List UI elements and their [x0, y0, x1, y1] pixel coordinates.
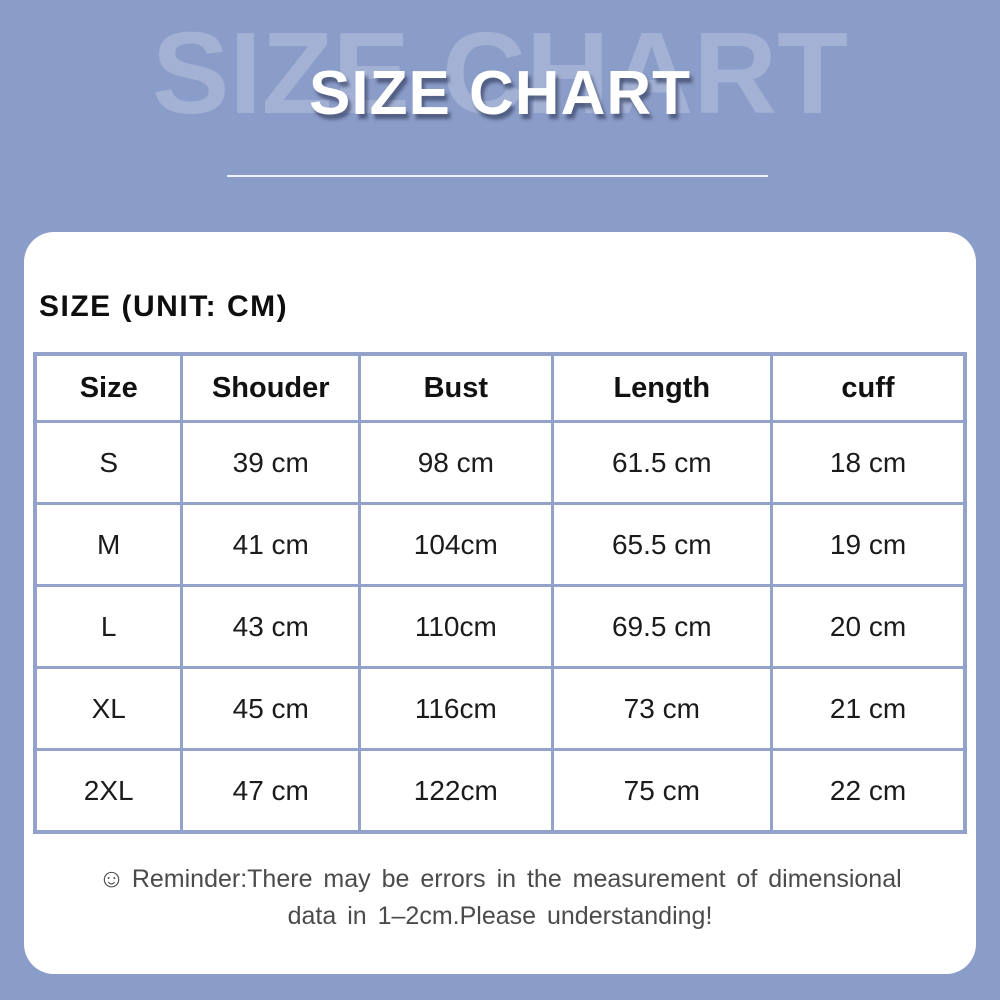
- table-cell: 69.5 cm: [550, 584, 774, 669]
- column-header-shoulder: Shouder: [180, 352, 362, 423]
- table-cell: 39 cm: [180, 420, 362, 505]
- column-header-length: Length: [550, 352, 774, 423]
- size-chart-card: SIZE (UNIT: CM) Size Shouder Bust Length…: [24, 232, 976, 974]
- table-row-2xl: 2XL 47 cm 122cm 75 cm 22 cm: [33, 748, 967, 834]
- table-cell: 41 cm: [180, 502, 362, 587]
- table-cell: 22 cm: [770, 748, 967, 834]
- watermark-text: SIZE CHART: [152, 8, 848, 138]
- table-cell: 116cm: [358, 666, 554, 751]
- table-cell: 20 cm: [770, 584, 967, 669]
- table-cell: 61.5 cm: [550, 420, 774, 505]
- table-cell: 98 cm: [358, 420, 554, 505]
- table-cell: 104cm: [358, 502, 554, 587]
- size-label-cell: L: [33, 584, 184, 669]
- table-cell: 65.5 cm: [550, 502, 774, 587]
- table-cell: 43 cm: [180, 584, 362, 669]
- table-cell: 110cm: [358, 584, 554, 669]
- size-table: Size Shouder Bust Length cuff S 39 cm 98…: [33, 352, 967, 834]
- smiley-icon: ☺: [98, 863, 125, 893]
- header-divider: [227, 175, 768, 177]
- table-header-row: Size Shouder Bust Length cuff: [33, 352, 967, 423]
- reminder-line-2: data in 1–2cm.Please understanding!: [287, 902, 713, 930]
- table-cell: 75 cm: [550, 748, 774, 834]
- table-cell: 122cm: [358, 748, 554, 834]
- size-label-cell: XL: [33, 666, 184, 751]
- page-title: SIZE CHART: [309, 59, 691, 128]
- table-cell: 19 cm: [770, 502, 967, 587]
- size-label-cell: M: [33, 502, 184, 587]
- table-cell: 45 cm: [180, 666, 362, 751]
- table-row-l: L 43 cm 110cm 69.5 cm 20 cm: [33, 584, 967, 669]
- table-cell: 18 cm: [770, 420, 967, 505]
- column-header-cuff: cuff: [770, 352, 967, 423]
- table-row-xl: XL 45 cm 116cm 73 cm 21 cm: [33, 666, 967, 751]
- table-row-m: M 41 cm 104cm 65.5 cm 19 cm: [33, 502, 967, 587]
- unit-heading: SIZE (UNIT: CM): [39, 290, 289, 323]
- reminder-note: ☺ Reminder:There may be errors in the mea…: [24, 860, 976, 935]
- reminder-line-1: ☺ Reminder:There may be errors in the mea…: [24, 860, 976, 898]
- column-header-bust: Bust: [358, 352, 554, 423]
- column-header-size: Size: [33, 352, 184, 423]
- table-cell: 21 cm: [770, 666, 967, 751]
- table-cell: 73 cm: [550, 666, 774, 751]
- reminder-text: Reminder:There may be errors in the meas…: [131, 865, 902, 893]
- table-row-s: S 39 cm 98 cm 61.5 cm 18 cm: [33, 420, 967, 505]
- size-label-cell: 2XL: [33, 748, 184, 834]
- table-cell: 47 cm: [180, 748, 362, 834]
- size-label-cell: S: [33, 420, 184, 505]
- header: SIZE CHART SIZE CHART: [0, 0, 1000, 232]
